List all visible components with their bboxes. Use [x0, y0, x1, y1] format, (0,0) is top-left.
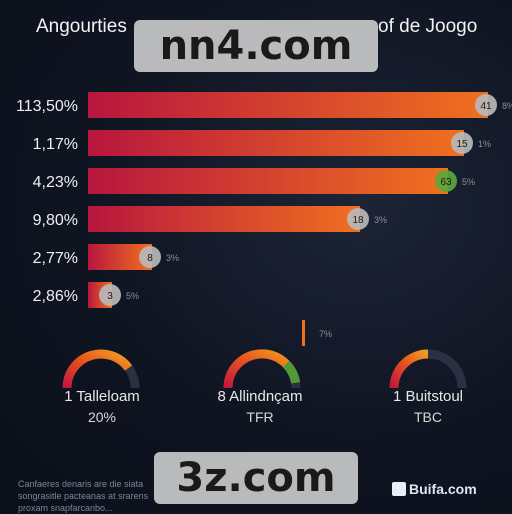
bar-marker-1	[475, 94, 497, 116]
gauge-3-value: TBC	[414, 409, 442, 425]
side-label-7: 7%	[319, 329, 332, 339]
brand-icon	[392, 482, 406, 496]
bar-marker-6	[99, 284, 121, 306]
gauge-arc-1	[62, 349, 133, 389]
gauge-1: 1 Talleloam 20%	[22, 388, 182, 425]
bar-7	[302, 320, 305, 346]
bar-marker-4	[347, 208, 369, 230]
side-label-6: 5%	[126, 291, 139, 301]
category-label-5: 2,77%	[33, 250, 78, 267]
bar-marker-label-3: 63	[440, 177, 452, 188]
side-label-5: 3%	[166, 253, 179, 263]
gauge-2: 8 Allindnçam TFR	[180, 388, 340, 425]
watermark-top: nn4.com	[134, 20, 378, 72]
bar-3	[88, 168, 448, 194]
bar-marker-label-2: 15	[456, 139, 468, 150]
bar-marker-label-1: 41	[480, 101, 492, 112]
chart-title-right: of de Joogo	[378, 16, 478, 37]
category-label-4: 9,80%	[33, 212, 78, 229]
gauge-3-label: 1 Buitstoul	[392, 388, 464, 405]
bar-4	[88, 206, 360, 232]
category-label-2: 1,17%	[33, 136, 78, 153]
gauge-1-label: 1 Talleloam	[64, 388, 140, 405]
bar-marker-label-4: 18	[352, 215, 364, 226]
footer-text: Canfaeres denaris are die siata songrasi…	[18, 479, 149, 513]
gauge-arc-2	[223, 349, 301, 389]
category-label-3: 4,23%	[33, 174, 78, 191]
bar-2	[88, 130, 464, 156]
bar-marker-3	[435, 170, 457, 192]
gauge-2-label: 8 Allindnçam	[217, 388, 303, 405]
gauge-arc-green	[282, 360, 301, 384]
gauge-2-value: TFR	[246, 409, 274, 425]
watermark-bottom: 3z.com	[154, 452, 358, 504]
side-label-1: 8%	[502, 101, 512, 111]
gauge-arc-3	[389, 349, 429, 389]
bar-marker-2	[451, 132, 473, 154]
side-label-3: 5%	[462, 177, 475, 187]
bar-marker-label-5: 8	[147, 253, 153, 264]
gauge-1-value: 20%	[87, 409, 117, 425]
bar-marker-label-6: 3	[107, 291, 113, 302]
category-label-1: 113,50%	[16, 98, 78, 115]
chart-title-left: Angourties	[36, 16, 127, 37]
side-label-2: 1%	[478, 139, 491, 149]
brand-label: Buifa.com	[409, 481, 477, 497]
category-label-6: 2,86%	[33, 288, 78, 305]
side-label-4: 3%	[374, 215, 387, 225]
bar-1	[88, 92, 488, 118]
brand-logo: Buifa.com	[392, 481, 477, 497]
bar-marker-5	[139, 246, 161, 268]
gauge-3: 1 Buitstoul TBC	[348, 388, 508, 425]
